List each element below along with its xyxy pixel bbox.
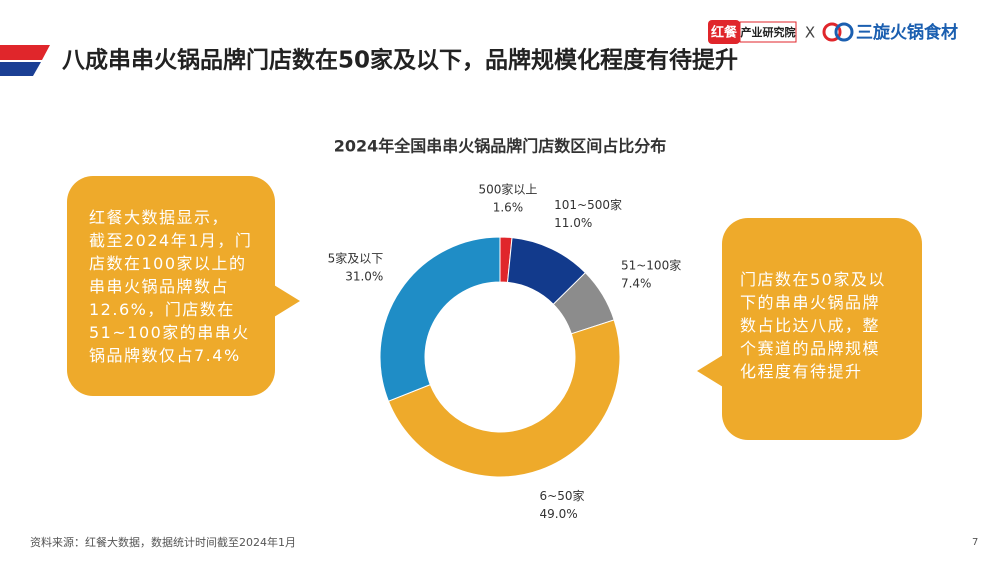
callout-left: 红餐大数据显示， 截至2024年1月，门 店数在100家以上的 串串火锅品牌数占 12.…	[67, 176, 275, 396]
callout-pointer	[697, 355, 723, 387]
slice-label: 5家及以下	[328, 251, 384, 266]
slide-title: 八成串串火锅品牌门店数在50家及以下，品牌规模化程度有待提升	[62, 47, 738, 74]
page-number: 7	[972, 537, 978, 548]
slice-value: 7.4%	[621, 276, 652, 290]
logo-sub: 产业研究院	[741, 25, 796, 39]
callout-right: 门店数在50家及以 下的串串火锅品牌 数占比达八成，整 个赛道的品牌规模 化程度有待提升	[722, 218, 922, 440]
logo-x: X	[805, 24, 815, 42]
partner-icon	[822, 22, 842, 42]
logo-brand: 红餐	[711, 25, 738, 41]
logo-sub-box	[739, 21, 797, 43]
title-bar-blue	[0, 62, 41, 76]
slice-label: 500家以上	[478, 182, 537, 197]
logo-partner: 三旋火锅食材	[856, 22, 958, 43]
callout-line: 门店数在50家及以	[740, 270, 886, 289]
callout-line: 锅品牌数仅占7.4%	[89, 346, 241, 365]
source-note: 资料来源：红餐大数据，数据统计时间截至2024年1月	[30, 535, 296, 549]
logo-badge	[708, 20, 740, 44]
callout-line: 数占比达八成，整	[740, 316, 881, 335]
callout-pointer	[274, 285, 300, 317]
callout-line: 化程度有待提升	[740, 362, 863, 381]
slice-value: 11.0%	[554, 216, 592, 230]
callout-line: 串串火锅品牌数占	[89, 277, 230, 296]
slice-value: 1.6%	[493, 201, 524, 215]
pie-slice	[379, 236, 501, 402]
pie-slice	[387, 319, 621, 478]
callout-line: 店数在100家以上的	[89, 254, 247, 273]
slice-label: 101~500家	[554, 197, 622, 212]
slice-label: 6~50家	[540, 488, 585, 503]
callout-line: 下的串串火锅品牌	[740, 293, 881, 312]
slice-label: 51~100家	[621, 257, 681, 272]
callout-line: 红餐大数据显示，	[89, 208, 230, 227]
title-bar-red	[0, 45, 50, 60]
callout-line: 个赛道的品牌规模	[740, 339, 881, 358]
slice-value: 31.0%	[345, 270, 383, 284]
partner-icon	[834, 22, 854, 42]
slice-value: 49.0%	[540, 507, 578, 521]
chart-title: 2024年全国串串火锅品牌门店数区间占比分布	[334, 137, 667, 156]
callout-line: 截至2024年1月，门	[89, 231, 253, 250]
callout-line: 12.6%，门店数在	[89, 300, 235, 319]
callout-line: 51~100家的串串火	[89, 323, 250, 342]
